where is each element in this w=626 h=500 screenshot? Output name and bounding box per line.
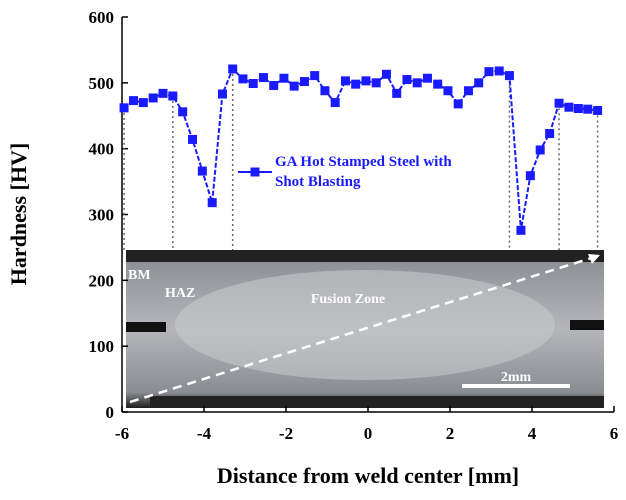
x-tick-label: -4 bbox=[197, 424, 212, 443]
x-tick-label: 0 bbox=[364, 424, 373, 443]
fusion-zone bbox=[175, 270, 555, 380]
marker bbox=[516, 225, 526, 235]
marker bbox=[258, 73, 268, 83]
marker bbox=[269, 80, 279, 90]
marker bbox=[248, 78, 258, 88]
marker bbox=[554, 98, 564, 108]
marker bbox=[422, 73, 432, 83]
marker bbox=[564, 102, 574, 112]
micrograph-edge bbox=[126, 250, 604, 262]
marker bbox=[573, 104, 583, 114]
arrow-head bbox=[588, 254, 600, 264]
marker bbox=[381, 69, 391, 79]
y-tick-label: 400 bbox=[89, 140, 115, 159]
marker bbox=[188, 134, 198, 144]
x-tick-label: 4 bbox=[528, 424, 537, 443]
marker bbox=[463, 86, 473, 96]
marker bbox=[361, 76, 371, 86]
marker bbox=[371, 78, 381, 88]
marker bbox=[494, 66, 504, 76]
marker bbox=[197, 166, 207, 176]
marker bbox=[484, 67, 494, 77]
marker bbox=[453, 99, 463, 109]
marker bbox=[433, 79, 443, 89]
marker bbox=[138, 98, 148, 108]
marker bbox=[158, 88, 168, 98]
legend-label: GA Hot Stamped Steel with Shot Blasting bbox=[275, 154, 452, 190]
x-tick-label: -6 bbox=[115, 424, 129, 443]
indent-path bbox=[129, 254, 599, 404]
marker bbox=[320, 86, 330, 96]
marker bbox=[545, 129, 555, 139]
marker bbox=[474, 78, 484, 88]
y-axis-label: Hardness [HV] bbox=[6, 143, 31, 285]
marker bbox=[340, 76, 350, 86]
marker bbox=[119, 103, 129, 113]
y-tick-label: 300 bbox=[89, 206, 115, 225]
annotation: Fusion Zone bbox=[311, 292, 385, 307]
marker bbox=[128, 96, 138, 106]
y-tick-label: 600 bbox=[89, 8, 115, 27]
marker bbox=[168, 91, 178, 101]
marker bbox=[402, 75, 412, 85]
marker bbox=[392, 88, 402, 98]
legend-marker bbox=[250, 167, 260, 177]
x-tick-label: -2 bbox=[279, 424, 293, 443]
y-tick-label: 500 bbox=[89, 74, 115, 93]
y-tick-label: 100 bbox=[89, 337, 115, 356]
marker bbox=[351, 79, 361, 89]
y-tick-label: 0 bbox=[106, 403, 115, 422]
marker bbox=[583, 104, 593, 114]
notch bbox=[126, 322, 166, 332]
marker bbox=[504, 71, 514, 81]
x-axis-label: Distance from weld center [mm] bbox=[217, 463, 519, 488]
marker bbox=[279, 73, 289, 83]
marker bbox=[148, 93, 158, 103]
y-tick-label: 200 bbox=[89, 271, 115, 290]
marker bbox=[535, 145, 545, 155]
marker bbox=[217, 89, 227, 99]
annotation: BM bbox=[128, 268, 151, 283]
x-tick-label: 2 bbox=[446, 424, 455, 443]
marker bbox=[330, 98, 340, 108]
marker bbox=[525, 171, 535, 181]
marker bbox=[178, 107, 188, 117]
notch bbox=[570, 320, 604, 330]
marker bbox=[289, 81, 299, 91]
marker bbox=[228, 64, 238, 74]
annotation: HAZ bbox=[165, 286, 195, 301]
marker bbox=[238, 74, 248, 84]
marker bbox=[412, 78, 422, 88]
x-tick-label: 6 bbox=[610, 424, 619, 443]
marker bbox=[207, 198, 217, 208]
series-line bbox=[123, 67, 598, 231]
micrograph-edge bbox=[150, 396, 604, 408]
marker bbox=[443, 86, 453, 96]
marker bbox=[310, 71, 320, 81]
annotation: 2mm bbox=[501, 370, 532, 385]
marker bbox=[593, 105, 603, 115]
marker bbox=[299, 77, 309, 87]
